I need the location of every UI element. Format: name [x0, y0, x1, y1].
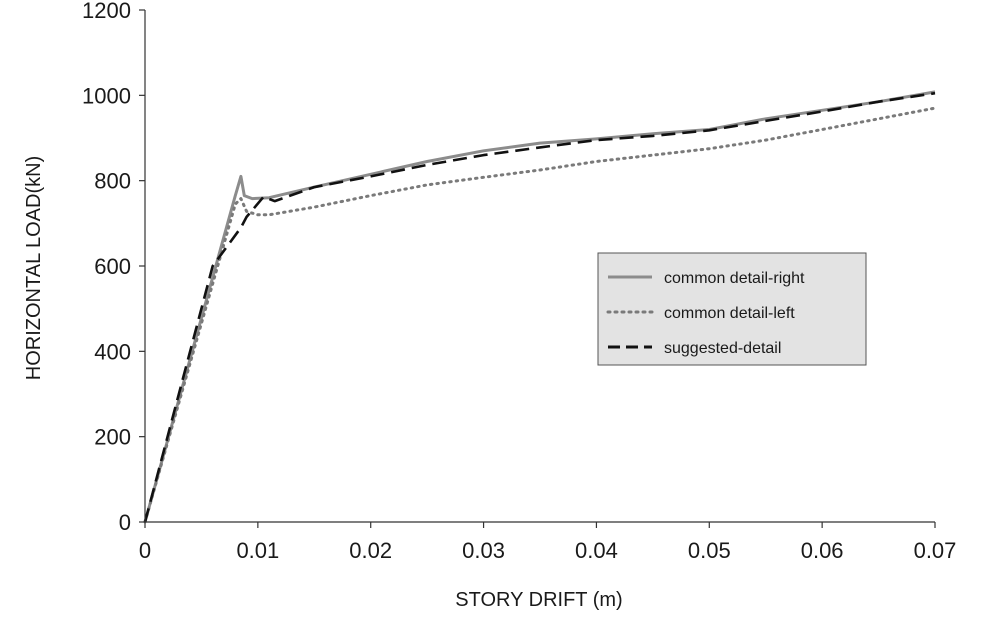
legend-box	[597, 252, 867, 366]
x-tick-label: 0.01	[236, 538, 279, 563]
legend-label-common-detail-left: common detail-left	[664, 305, 795, 322]
y-axis-title: HORIZONTAL LOAD(kN)	[23, 156, 45, 380]
series-line-common-detail-right	[143, 90, 936, 523]
y-tick-label: 200	[94, 425, 131, 450]
legend-label-common-detail-right: common detail-right	[664, 270, 805, 287]
y-tick-label: 400	[94, 339, 131, 364]
x-tick-label: 0.03	[462, 538, 505, 563]
axes: 0 0.01 0.02 0.03 0.04 0.05 0.06 0.07 0 200 400 600 8…	[82, 0, 956, 563]
x-tick-label: 0.07	[914, 538, 957, 563]
y-tick-label: 1200	[82, 0, 131, 23]
legend: common detail-right common detail-left s…	[597, 252, 867, 366]
y-tick-label: 1000	[82, 83, 131, 108]
plot-area	[143, 90, 937, 524]
x-tick-label: 0	[139, 538, 151, 563]
x-tick-label: 0.02	[349, 538, 392, 563]
x-tick-label: 0.04	[575, 538, 618, 563]
legend-label-suggested-detail: suggested-detail	[664, 340, 781, 357]
y-tick-label: 800	[94, 169, 131, 194]
y-tick-label: 600	[94, 254, 131, 279]
x-axis-title: STORY DRIFT (m)	[455, 589, 622, 611]
y-tick-label: 0	[119, 510, 131, 535]
series-line-common-detail-left	[143, 106, 937, 524]
x-tick-label: 0.06	[801, 538, 844, 563]
series-line-suggested-detail	[143, 91, 936, 523]
x-tick-label: 0.05	[688, 538, 731, 563]
